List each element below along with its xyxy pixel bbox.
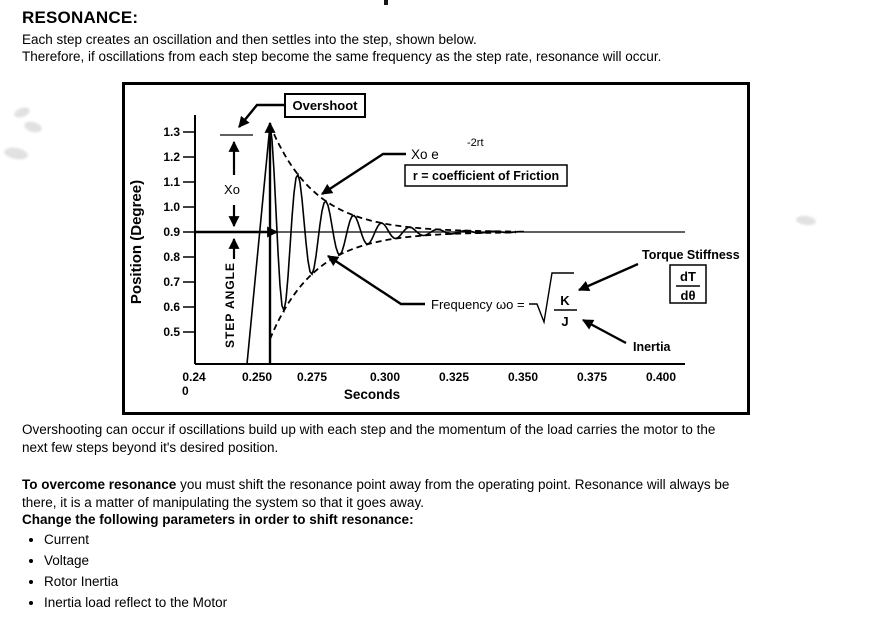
sqrt-numerator: K xyxy=(560,293,570,308)
y-tick-label: 1.1 xyxy=(163,175,180,189)
sqrt-radical xyxy=(529,272,574,325)
x-tick-label: 0.350 xyxy=(508,370,538,384)
scan-artifact-top xyxy=(384,0,388,5)
page-title: RESONANCE: xyxy=(22,8,139,27)
friction-label: r = coefficient of Friction xyxy=(413,169,559,183)
overshoot-arrow xyxy=(238,103,285,128)
parameter-list: Current Voltage Rotor Inertia Inertia lo… xyxy=(22,531,854,612)
envelope-arrow xyxy=(321,152,406,196)
y-axis-label: Position (Degree) xyxy=(128,180,145,304)
y-tick-label: 1.3 xyxy=(163,125,180,139)
bold-run: To overcome resonance xyxy=(22,477,177,492)
change-parameters-heading: Change the following parameters in order… xyxy=(22,512,414,527)
y-tick-label: 1.0 xyxy=(163,200,180,214)
header: RESONANCE: Each step creates an oscillat… xyxy=(22,8,852,65)
dtheta-label: dθ xyxy=(681,288,696,303)
inertia-label: Inertia xyxy=(633,340,672,354)
y-tick-label: 0.8 xyxy=(163,250,180,264)
x-tick-label: 0.300 xyxy=(370,370,400,384)
x-tick-label: 0.325 xyxy=(439,370,469,384)
y-tick-label: 0.9 xyxy=(163,225,180,239)
list-item: Current xyxy=(44,531,854,549)
x-tick-label: 0.400 xyxy=(646,370,676,384)
frequency-label: Frequency ωo = xyxy=(431,297,525,312)
torque-stiffness-label: Torque Stiffness xyxy=(642,248,740,262)
header-line-1: Each step creates an oscillation and the… xyxy=(22,32,477,47)
frequency-arrow xyxy=(327,254,425,306)
body-text: Overshooting can occur if oscillations b… xyxy=(22,421,854,615)
x-tick-label: 0 xyxy=(182,384,189,398)
envelope-formula: Xo e xyxy=(411,147,439,162)
x-tick-label: 0.250 xyxy=(242,370,272,384)
axis-ticks: 1.3 1.2 1.1 1.0 0.9 0.8 0.7 0.6 0.5 0.240 0.250 0.2… xyxy=(163,125,676,398)
paragraph-line: there, it is a matter of manipulating th… xyxy=(22,494,424,510)
paragraph-line: Overshooting can occur if oscillations b… xyxy=(22,422,716,437)
y-tick-label: 0.5 xyxy=(163,325,180,339)
scan-smudge xyxy=(12,105,32,120)
paragraph-overshooting: Overshooting can occur if oscillations b… xyxy=(22,421,854,456)
x-tick-label: 0.275 xyxy=(297,370,327,384)
scan-smudge xyxy=(23,119,43,135)
xo-label: Xo xyxy=(224,182,240,197)
paragraph-line: next few steps beyond it's desired posit… xyxy=(22,439,279,455)
sqrt-denominator: J xyxy=(561,314,568,329)
dt-dtheta-box xyxy=(669,264,707,304)
inertia-arrow xyxy=(582,318,627,345)
oscillation-curve xyxy=(246,124,525,365)
list-item: Voltage xyxy=(44,552,854,570)
x-axis-label: Seconds xyxy=(344,387,400,402)
paragraph-line: To overcome resonance you must shift the… xyxy=(22,476,854,494)
resonance-chart-figure: 1.3 1.2 1.1 1.0 0.9 0.8 0.7 0.6 0.5 0.24 0 0.250 0.2… xyxy=(122,82,750,415)
text-run: you must shift the resonance point away … xyxy=(176,477,730,492)
scan-smudge xyxy=(3,145,29,162)
x-tick-label: 0.24 xyxy=(182,370,206,384)
resonance-chart: 1.3 1.2 1.1 1.0 0.9 0.8 0.7 0.6 0.5 0.240 0.250 0.2… xyxy=(128,93,740,402)
scan-smudge xyxy=(795,214,817,227)
header-line-2: Therefore, if oscillations from each ste… xyxy=(22,48,662,64)
torque-stiffness-arrow xyxy=(577,262,639,292)
dt-label: dT xyxy=(680,269,696,284)
y-tick-label: 1.2 xyxy=(163,150,180,164)
friction-box xyxy=(404,164,568,187)
paragraph-overcome-resonance: To overcome resonance you must shift the… xyxy=(22,476,854,511)
x-tick-label: 0.375 xyxy=(577,370,607,384)
y-tick-label: 0.7 xyxy=(163,275,180,289)
step-angle-label: STEP ANGLE xyxy=(223,262,237,348)
overshoot-label: Overshoot xyxy=(292,98,358,113)
y-tick-label: 0.6 xyxy=(163,300,180,314)
envelope-formula-exponent: -2rt xyxy=(467,137,484,149)
list-item: Inertia load reflect to the Motor xyxy=(44,594,854,612)
list-item: Rotor Inertia xyxy=(44,573,854,591)
